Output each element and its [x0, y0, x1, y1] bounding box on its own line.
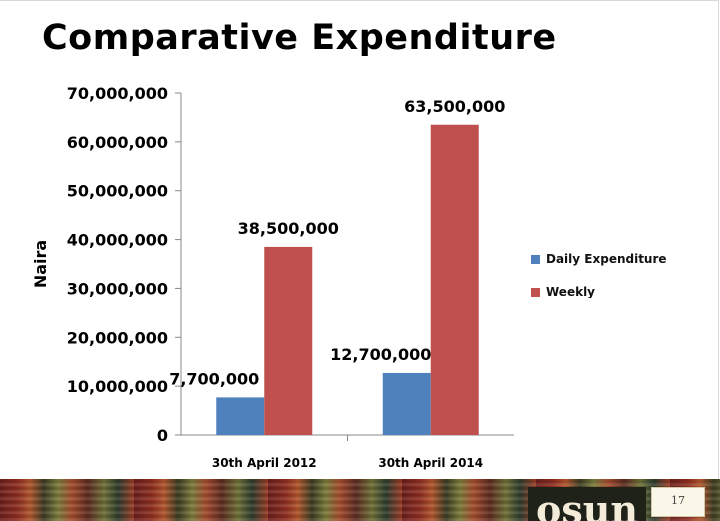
y-tick-label: 30,000,000	[67, 279, 168, 298]
slide-title: Comparative Expenditure	[42, 18, 557, 58]
y-tick-label: 20,000,000	[67, 328, 168, 347]
data-label: 7,700,000	[169, 369, 259, 388]
y-tick-label: 10,000,000	[67, 377, 168, 396]
bar-daily	[382, 372, 431, 435]
y-tick-label: 40,000,000	[67, 231, 168, 250]
chart-legend: Daily Expenditure Weekly	[531, 250, 711, 316]
legend-item-daily: Daily Expenditure	[531, 250, 711, 268]
legend-swatch-daily	[531, 254, 540, 264]
y-tick-label: 60,000,000	[67, 133, 168, 152]
y-tick-label: 50,000,000	[67, 182, 168, 201]
bar-chart: 0 10,000,000 20,000,000 30,000,000 40,000,00…	[31, 84, 514, 470]
bar-weekly	[264, 246, 313, 435]
y-axis-title: Naira	[31, 240, 50, 288]
data-label: 63,500,000	[404, 97, 505, 116]
bar-daily	[216, 397, 265, 435]
page-number: 17	[651, 487, 705, 517]
y-tick-label: 0	[157, 426, 168, 445]
legend-swatch-weekly	[531, 287, 540, 297]
x-tick-label: 30th April 2014	[378, 456, 483, 470]
bar-weekly	[430, 124, 479, 435]
data-label: 38,500,000	[238, 219, 339, 238]
data-label: 12,700,000	[330, 345, 431, 364]
osun-logo-text: osun	[536, 487, 638, 521]
legend-label-daily: Daily Expenditure	[546, 252, 667, 266]
legend-item-weekly: Weekly	[531, 286, 711, 298]
legend-label-weekly: Weekly	[546, 286, 596, 298]
x-tick-label: 30th April 2012	[212, 456, 317, 470]
osun-logo: osun	[528, 487, 646, 521]
y-tick-label: 70,000,000	[67, 84, 168, 103]
